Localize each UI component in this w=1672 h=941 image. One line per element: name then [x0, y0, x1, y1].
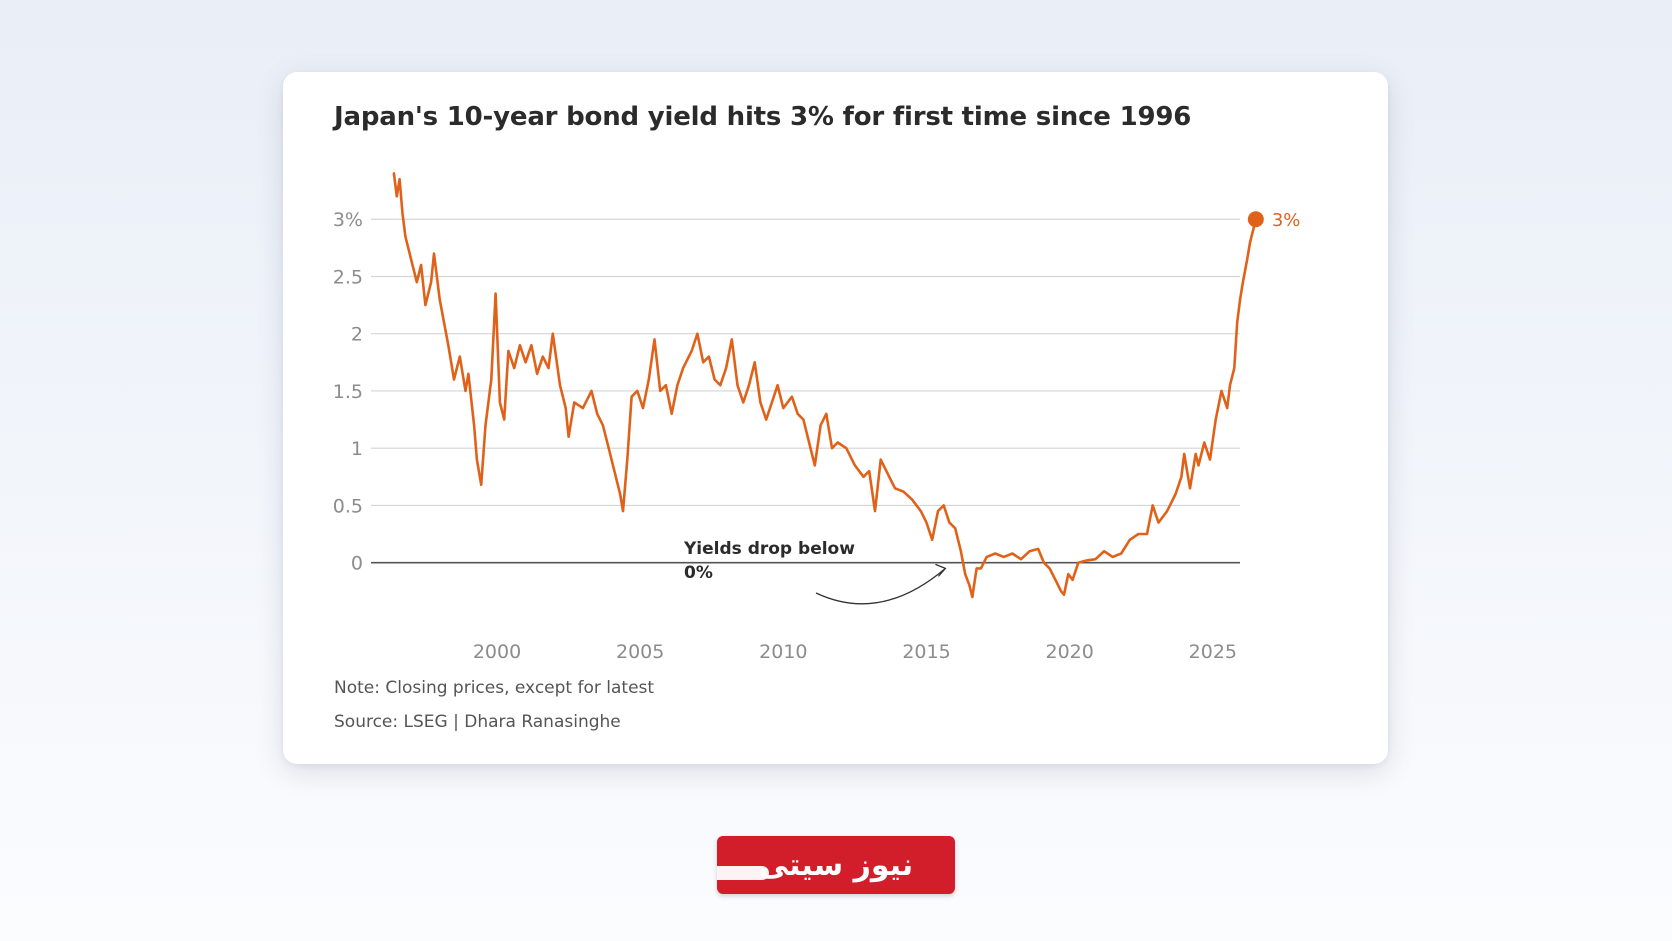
- end-label: 3%: [1272, 210, 1301, 231]
- y-axis-ticks: 0 0.5 1 1.5 2 2.5 3%: [333, 209, 363, 574]
- series: [392, 172, 1258, 599]
- y-tick-label: 2.5: [333, 266, 363, 288]
- brand-logo-text: نیوز سیتی: [758, 847, 914, 883]
- chart-note: Note: Closing prices, except for latest: [334, 678, 655, 698]
- y-tick-label: 0.5: [333, 495, 363, 517]
- annotation-line: Yields drop below: [683, 539, 855, 559]
- brand-logo: نیوز سیتی: [717, 836, 955, 894]
- y-tick-label: 0: [351, 553, 363, 575]
- gridlines: [371, 218, 1240, 564]
- annotation: Yields drop below 0%: [683, 539, 947, 605]
- end-marker-group: 3%: [1247, 210, 1301, 231]
- line-chart: 00.511.522.53% 2000 2005 2010 2015 2020 2025 …: [333, 172, 1301, 663]
- y-tick-label: 1.5: [333, 381, 363, 403]
- annotation-arrowhead: [935, 563, 947, 577]
- x-tick-label: 2020: [1046, 641, 1094, 663]
- chart-card: Japan's 10-year bond yield hits 3% for f…: [283, 72, 1388, 764]
- series-line: [392, 172, 1258, 599]
- annotation-line: 0%: [684, 563, 713, 583]
- chart-source: Source: LSEG | Dhara Ranasinghe: [334, 712, 621, 732]
- x-axis-ticks: 2000 2005 2010 2015 2020 2025: [473, 641, 1237, 663]
- y-tick-label: 2: [351, 324, 363, 346]
- x-tick-label: 2025: [1189, 641, 1237, 663]
- annotation-arrow: [815, 567, 946, 605]
- x-tick-label: 2015: [902, 641, 950, 663]
- end-marker: [1247, 211, 1264, 228]
- x-tick-label: 2000: [473, 641, 521, 663]
- brand-logo-tail: [717, 866, 769, 880]
- annotation-text: Yields drop below 0%: [683, 539, 855, 583]
- chart-title: Japan's 10-year bond yield hits 3% for f…: [334, 102, 1192, 132]
- x-tick-label: 2010: [759, 641, 807, 663]
- x-tick-label: 2005: [616, 641, 664, 663]
- y-tick-label: 1: [351, 438, 363, 460]
- y-tick-label: 3%: [333, 209, 363, 231]
